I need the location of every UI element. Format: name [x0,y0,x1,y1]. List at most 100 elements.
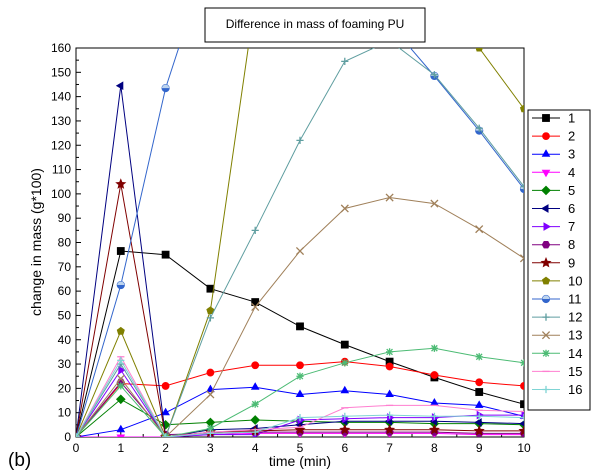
series-12-point [251,226,259,234]
legend-label: 14 [568,346,582,361]
legend-swatch-marker [542,114,550,122]
x-tick-label: 5 [297,441,304,455]
series-16-point [117,356,125,365]
legend-label: 5 [568,183,575,198]
series-3-point [474,400,484,408]
legend-swatch-marker [540,257,552,268]
series-16-point [475,412,483,420]
series-10-point [519,104,524,113]
series-3-point [116,424,126,433]
series-5-point [115,394,126,405]
y-tick-label: 30 [58,357,72,371]
series-3-point [250,382,260,390]
series-5-point [250,415,261,425]
y-axis-title: change in mass (g*100) [28,168,44,316]
series-13-point [116,374,125,383]
series-14-point [341,359,349,367]
legend-swatch-marker [541,185,551,196]
series-9-point [518,425,524,436]
series-2-point [161,382,170,390]
y-tick-label: 20 [58,381,72,395]
x-tick-label: 7 [386,441,393,455]
series-2-point [520,382,524,390]
legend-item-9: 9 [532,255,575,270]
series-16-point [162,433,170,437]
series-16 [76,356,524,437]
legend-swatch-marker [541,169,551,178]
series-14-point [296,372,304,380]
series-2-point [296,361,304,370]
legend-item-2: 2 [532,129,575,144]
series-16-point [251,428,259,436]
legend-item-11: 11 [532,292,582,307]
series-11-point [116,280,125,290]
series-13-point [475,225,484,234]
legend-swatch-marker [541,149,551,157]
series-2-point [251,361,260,370]
y-tick-label: 110 [52,163,71,177]
legend-label: 15 [568,364,582,379]
y-tick-label: 40 [58,333,72,347]
legend-item-15: 15 [532,364,582,379]
legend-item-6: 6 [532,201,575,216]
x-axis-title: time (min) [269,453,331,469]
series-6 [76,81,524,437]
x-tick-label: 10 [517,441,531,455]
series-6-point [474,418,482,427]
legend-label: 12 [568,310,582,325]
legend-label: 1 [568,111,575,126]
legend-item-16: 16 [532,382,582,397]
y-tick-label: 100 [51,187,71,201]
series-16-point [386,411,394,419]
y-tick-label: 80 [58,236,72,250]
series-9-point [428,423,440,435]
series-6-point [518,420,524,427]
series-14-point [386,348,394,356]
series-10-point [206,306,215,315]
legend-label: 10 [568,273,582,288]
series-11-line [76,48,524,437]
chart-title: Difference in mass of foaming PU [226,17,405,31]
series-11-point [161,84,170,93]
series-3-point [385,389,394,398]
series-13-point [385,193,394,202]
legend-swatch-marker [541,294,551,304]
x-tick-label: 3 [207,441,214,455]
series-13-point [430,199,439,208]
series-14-point [206,424,214,433]
series-12-point [475,124,483,132]
series-16-point [296,413,304,422]
legend-swatch-marker [541,276,551,285]
legend-swatch-marker [542,349,550,357]
series-10-point [116,326,125,335]
series-9-point [384,423,396,435]
legend-label: 6 [568,201,575,216]
series-13-point [340,204,349,213]
plot-area [76,48,524,437]
legend-item-13: 13 [532,328,582,343]
legend-swatch-marker [543,222,552,231]
y-tick-label: 0 [64,430,71,444]
series-13-point [295,246,305,256]
series-12-point [341,57,349,65]
legend-item-4: 4 [532,165,575,180]
series-7-point [118,365,126,375]
legend-item-12: 12 [532,310,582,325]
series-16-point [520,413,524,422]
series-12-point [296,136,304,144]
series-13-point [206,390,215,399]
legend-label: 11 [568,292,582,307]
x-tick-label: 9 [476,441,483,455]
y-axis: 0 10 20 30 40 50 60 70 80 90 100 110 120 130 140 150 160 [51,41,81,444]
legend-label: 7 [568,219,575,234]
series-9-point [115,178,127,189]
legend-label: 16 [568,382,582,397]
series-10-line [76,48,524,437]
x-tick-label: 1 [117,441,124,455]
x-tick-label: 6 [341,441,348,455]
series-10-point [475,48,483,52]
x-tick-label: 4 [252,441,259,455]
y-tick-label: 50 [58,308,72,322]
series-12-point [520,182,524,191]
